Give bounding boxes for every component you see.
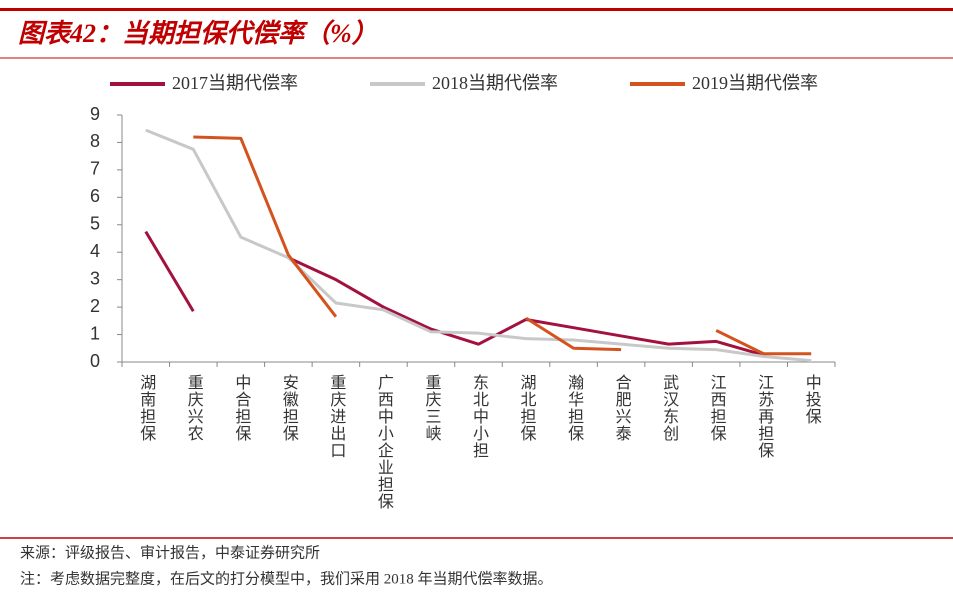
y-tick-label: 1 bbox=[90, 323, 100, 343]
y-tick-label: 8 bbox=[90, 131, 100, 151]
x-tick-label: 武汉东创 bbox=[660, 374, 679, 442]
x-tick-label: 合肥兴泰 bbox=[613, 374, 632, 442]
y-tick-label: 9 bbox=[90, 104, 100, 124]
x-tick-label: 湖南担保 bbox=[137, 374, 156, 442]
x-tick-label: 中合担保 bbox=[232, 374, 251, 442]
y-tick-label: 4 bbox=[90, 241, 100, 261]
x-tick-label: 瀚华担保 bbox=[565, 374, 584, 442]
source: 来源：评级报告、审计报告，中泰证券研究所 bbox=[20, 544, 320, 561]
x-tick-label: 广西中小企业担保 bbox=[375, 374, 394, 510]
y-tick-label: 2 bbox=[90, 296, 100, 316]
y-tick-label: 0 bbox=[90, 351, 100, 371]
series-line bbox=[145, 128, 812, 363]
top-rule bbox=[0, 8, 953, 11]
x-tick-label: 江西担保 bbox=[708, 374, 727, 442]
note: 注：考虑数据完整度，在后文的打分模型中，我们采用 2018 年当期代偿率数据。 bbox=[20, 570, 553, 587]
x-tick-label: 重庆进出口 bbox=[327, 374, 346, 459]
legend-label: 2017当期代偿率 bbox=[172, 73, 298, 93]
x-tick-label: 中投保 bbox=[803, 374, 822, 425]
x-tick-label: 安徽担保 bbox=[280, 374, 299, 442]
y-tick-label: 3 bbox=[90, 268, 100, 288]
y-tick-label: 5 bbox=[90, 214, 100, 234]
x-tick-label: 重庆兴农 bbox=[185, 374, 204, 442]
x-tick-label: 湖北担保 bbox=[518, 374, 537, 442]
chart-title: 图表42：当期担保代偿率（%） bbox=[18, 19, 378, 48]
y-tick-label: 6 bbox=[90, 186, 100, 206]
series-line bbox=[144, 230, 765, 357]
legend-label: 2018当期代偿率 bbox=[432, 73, 558, 93]
series-line bbox=[193, 135, 812, 356]
x-tick-label: 重庆三峡 bbox=[422, 374, 441, 442]
y-tick-label: 7 bbox=[90, 159, 100, 179]
legend-label: 2019当期代偿率 bbox=[692, 73, 818, 93]
x-tick-label: 江苏再担保 bbox=[755, 374, 774, 459]
x-tick-label: 东北中小担 bbox=[470, 374, 489, 459]
